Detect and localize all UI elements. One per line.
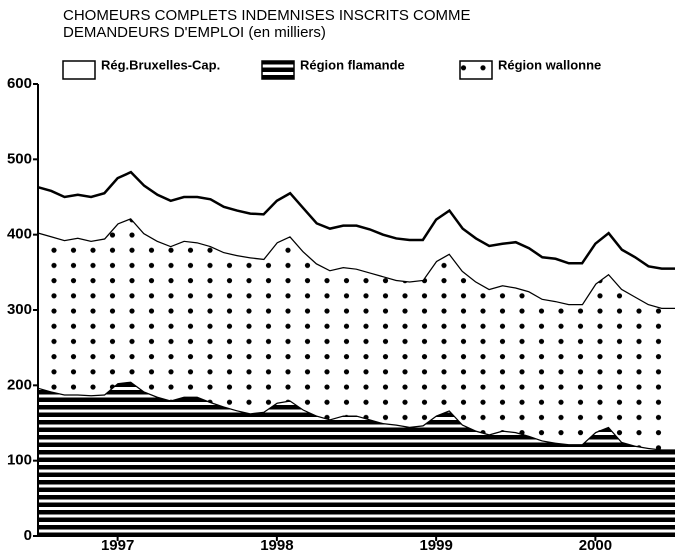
y-tick-label: 300 [7, 301, 32, 318]
area-edge [37, 170, 675, 270]
y-tick-label: 600 [7, 75, 32, 92]
x-tick-label: 1998 [260, 537, 293, 551]
x-tick-label: 1997 [101, 537, 134, 551]
x-tick-label: 2000 [579, 537, 612, 551]
legend-label: Rég.Bruxelles-Cap. [101, 57, 220, 72]
legend-swatch [459, 60, 493, 80]
area [38, 381, 675, 536]
y-tick-label: 0 [24, 527, 32, 544]
legend-label: Région flamande [300, 57, 405, 72]
area [38, 172, 675, 308]
chart-title: DEMANDEURS D'EMPLOI (en milliers) [63, 24, 326, 41]
legend-label: Région wallonne [498, 57, 601, 72]
legend-swatch [261, 60, 295, 80]
legend-swatch [62, 60, 96, 80]
y-tick-label: 200 [7, 376, 32, 393]
chart-title: CHOMEURS COMPLETS INDEMNISES INSCRITS CO… [63, 7, 471, 24]
area [38, 218, 675, 450]
y-tick-label: 100 [7, 452, 32, 469]
y-tick-label: 400 [7, 226, 32, 243]
x-tick-label: 1999 [419, 537, 452, 551]
y-tick-label: 500 [7, 150, 32, 167]
